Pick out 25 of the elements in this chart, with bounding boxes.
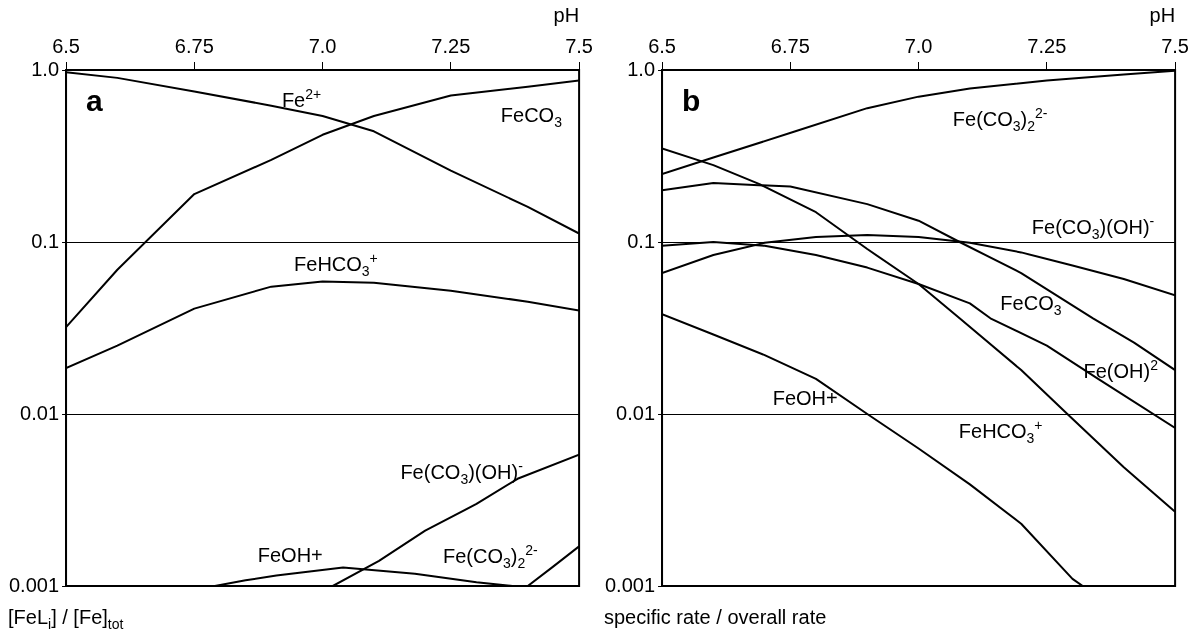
x-tick-label: 7.0 [308,34,337,57]
x-axis-title: pH [1149,3,1176,26]
y-tick-label: 0.001 [604,573,656,596]
y-tick-label: 0.001 [8,573,60,596]
series-label: FeOH+ [257,543,323,566]
x-tick-label: 6.5 [52,34,80,57]
x-tick-label: 7.5 [1161,34,1189,57]
x-tick-label: 6.5 [648,34,676,57]
y-tick-label: 0.01 [616,401,656,424]
x-tick-label: 7.0 [904,34,933,57]
series-label: FeOH+ [772,386,838,409]
y-axis-title: specific rate / overall rate [604,606,827,628]
annotation: a [86,84,104,118]
x-tick-label: 6.75 [770,34,810,57]
y-tick-label: 0.1 [31,229,60,252]
x-axis-title: pH [553,3,580,26]
y-tick-label: 0.01 [20,401,60,424]
x-tick-label: 7.25 [431,34,471,57]
x-tick-label: 6.75 [174,34,214,57]
x-tick-label: 7.25 [1027,34,1067,57]
y-tick-label: 1.0 [31,57,60,80]
y-tick-label: 0.1 [627,229,656,252]
y-tick-label: 1.0 [627,57,656,80]
x-tick-label: 7.5 [565,34,593,57]
annotation: b [682,84,701,118]
